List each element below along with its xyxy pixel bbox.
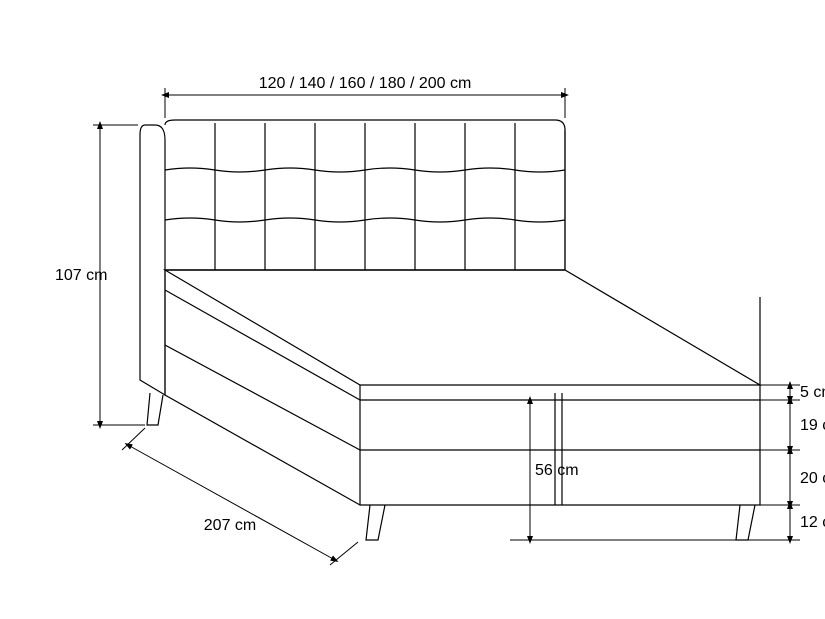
dim-depth: 207 cm [204, 517, 256, 534]
bed-dimension-diagram: 120 / 140 / 160 / 180 / 200 cm 107 cm 20… [0, 0, 825, 619]
dim-width: 120 / 140 / 160 / 180 / 200 cm [259, 75, 472, 92]
dim-layer-box: 20 cm [800, 470, 825, 487]
dim-layer-leg: 12 cm [800, 514, 825, 531]
dim-frame-height: 56 cm [535, 462, 579, 479]
dim-layer-mattress: 19 cm [800, 417, 825, 434]
dimension-annotations: 120 / 140 / 160 / 180 / 200 cm 107 cm 20… [55, 75, 825, 565]
bed-outline [140, 120, 760, 540]
dim-height: 107 cm [55, 267, 107, 284]
dim-layer-top: 5 cm [800, 384, 825, 401]
